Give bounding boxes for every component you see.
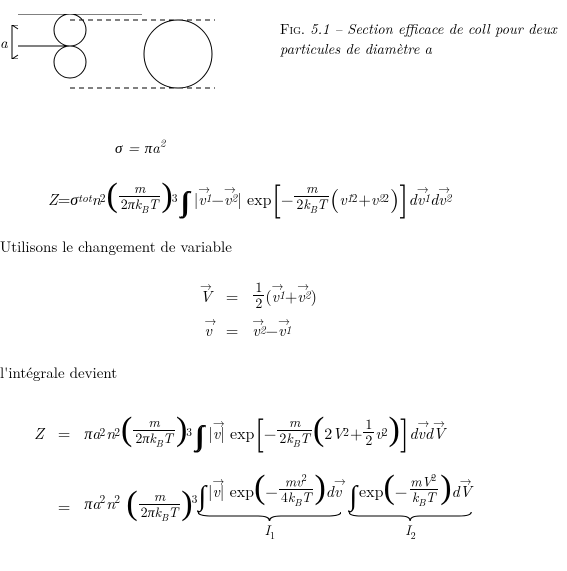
- text-change-of-variable: Utilisons le changement de variable: [0, 236, 232, 257]
- caption-number: 5.1: [310, 19, 329, 39]
- text-integral-becomes: l'intégrale devient: [0, 362, 117, 383]
- sigma-cross-section: σ = πa2: [115, 136, 165, 158]
- collision-svg: [0, 14, 270, 134]
- a-label: a: [0, 32, 8, 53]
- equation-Z-sigma: Z = σtotn2 (m2πkBT)3 ∫∫ |→v1 − →v2| exp …: [48, 178, 452, 218]
- figure-diagram: a σ = πa2: [0, 14, 270, 144]
- caption-prefix: Fig.: [280, 19, 305, 39]
- equation-change-of-variable: →V=12 (→v1 + →v2) →v=→v2 − →v1: [200, 280, 317, 341]
- figure-caption: Fig. 5.1 – Section efficace de coll pour…: [280, 20, 567, 59]
- underbrace-I2: ∫ exp (−mV2kBT) d→V I2: [349, 470, 471, 542]
- underbrace-I1: ∫|→v| exp (−mv24kBT) d→v I1: [198, 470, 341, 542]
- equation-Z-expanded: Z = πa2n2 (m2πkBT)3 ∫∫ |→v| exp [−m2kBT …: [34, 412, 472, 542]
- a-dimension: a: [0, 28, 20, 56]
